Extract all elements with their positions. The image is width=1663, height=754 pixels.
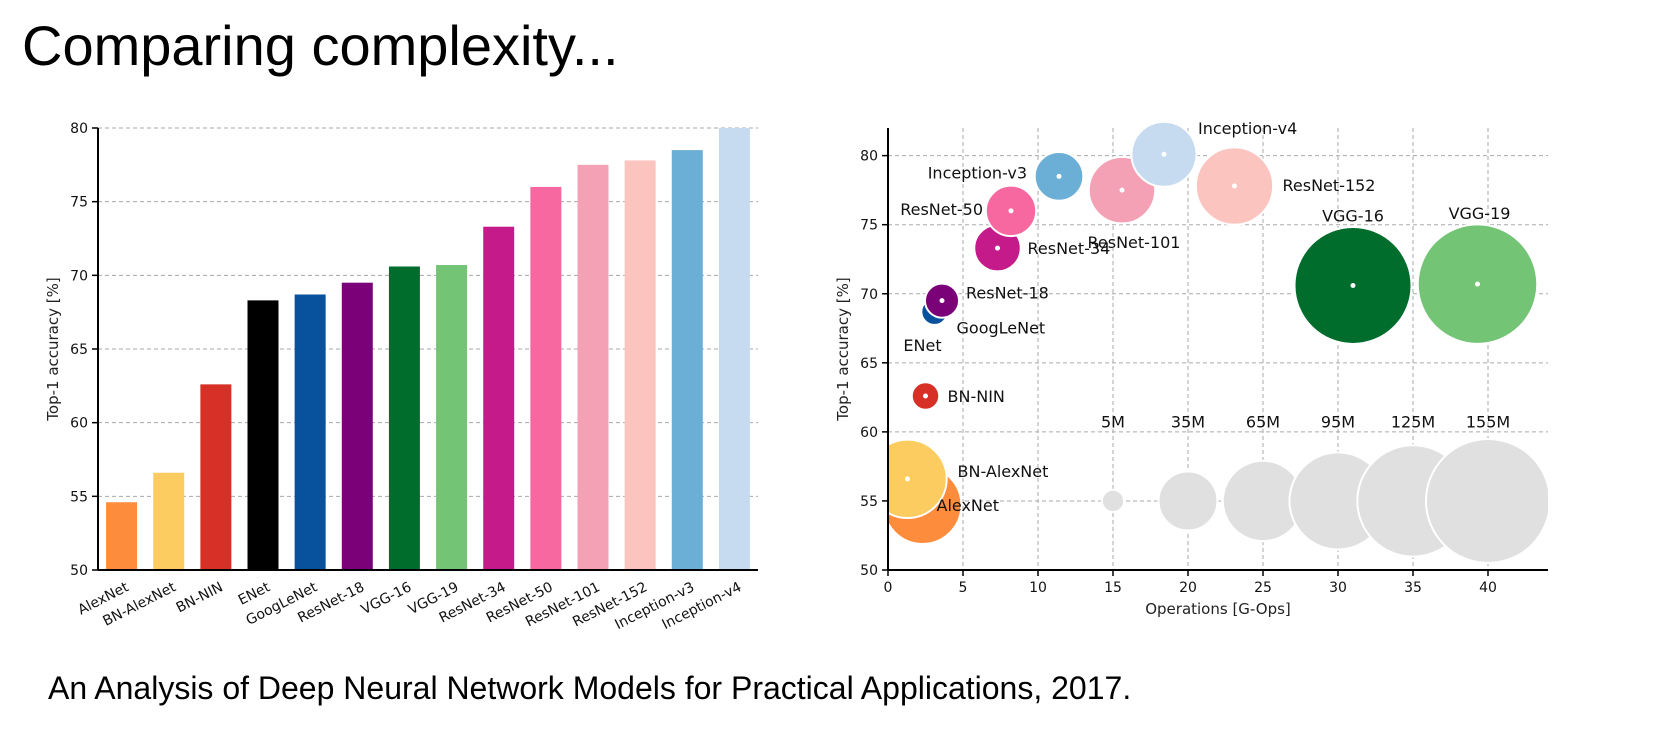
size-legend-label: 125M [1391,413,1435,432]
bar-resnet-101 [577,164,609,571]
bubble-center-dot [995,245,1000,251]
bubble-label: AlexNet [937,496,1000,515]
bar-y-axis-label: Top-1 accuracy [%] [44,277,62,421]
size-legend-label: 65M [1246,413,1280,432]
bubble-label: BN-AlexNet [958,462,1049,481]
bubble-y-tick-label: 50 [860,563,878,579]
bubble-y-axis-label: Top-1 accuracy [%] [834,277,852,421]
bubble-center-dot [1232,183,1237,189]
bubble-center-dot [1119,187,1125,193]
bubble-center-dot [1475,281,1480,287]
bubble-label: Inception-v3 [928,163,1027,182]
size-legend-bubble [1157,470,1219,532]
bar-y-tick-label: 75 [70,195,88,211]
bar-vgg-19 [436,265,468,570]
bubble-x-tick-label: 25 [1254,580,1272,596]
bubble-chart: 0 5 10 15 20 25 30 35 40 50 55 60 65 70 75 80 AlexNet BN-… [834,119,1548,618]
bar-y-tick-label: 60 [70,416,88,432]
bar-y-tick-label: 50 [70,563,88,579]
bubble-x-tick-label: 20 [1179,580,1197,596]
bubble-label: ResNet-101 [1088,233,1181,252]
bubble-label: GoogLeNet [957,319,1046,338]
bubble-center-dot [1056,173,1062,179]
bar-resnet-34 [483,226,515,571]
bubble-y-tick-label: 80 [860,149,878,165]
bubble-x-tick-label: 40 [1479,580,1497,596]
size-legend-label: 95M [1321,413,1355,432]
bubble-label: BN-NIN [948,387,1005,406]
bubble-x-tick-label: 10 [1029,580,1047,596]
bubble-label: ResNet-18 [966,284,1049,303]
bubble-x-tick-label: 30 [1329,580,1347,596]
bar-inception-v3 [671,150,703,570]
bubble-center-dot [939,298,945,304]
bar-resnet-50 [530,186,562,570]
bubble-bn-alexnet [888,438,948,520]
paper-citation: An Analysis of Deep Neural Network Model… [48,670,1132,706]
bubble-label: ENet [903,336,941,355]
bar-googlenet [294,294,326,570]
bubble-marks [888,120,1548,564]
bubble-center-dot [1350,282,1356,288]
bar-bn-alexnet [153,472,185,570]
bubble-y-tick-label: 60 [860,425,878,441]
bar-y-tick-label: 80 [70,121,88,137]
bar-inception-v4 [718,128,750,570]
bubble-y-tick-label: 55 [860,494,878,510]
bubble-label: ResNet-50 [900,200,983,219]
slide-title: Comparing complexity... [22,14,619,77]
bubble-y-tick-label: 70 [860,287,878,303]
size-legend-label: 35M [1171,413,1205,432]
bar-x-tick-label: BN-NIN [174,579,226,616]
bubble-x-axis-label: Operations [G-Ops] [1145,600,1291,618]
bar-alexnet [106,502,138,570]
bar-y-tick-label: 55 [70,489,88,505]
bar-resnet-152 [624,160,656,570]
bar-vgg-16 [388,266,420,570]
size-legend-bubble [1100,488,1126,514]
bar-y-tick-label: 65 [70,342,88,358]
bubble-label: ResNet-34 [1028,239,1111,258]
bubble-label: VGG-16 [1322,206,1384,225]
size-legend-bubble [1425,437,1548,564]
bubble-y-tick-label: 75 [860,218,878,234]
bubble-x-tick-label: 15 [1104,580,1122,596]
bubble-center-dot [908,314,913,320]
bubble-label: VGG-19 [1449,204,1511,223]
bar-x-tick-label: VGG-16 [359,579,415,618]
bubble-label: Inception-v4 [1198,119,1297,138]
bubble-x-tick-label: 5 [959,580,968,596]
bar-enet [247,300,279,570]
size-legend-label: 5M [1101,413,1125,432]
bubble-center-dot [923,393,928,399]
bubble-label: ResNet-152 [1283,176,1376,195]
bar-y-tick-label: 70 [70,268,88,284]
bubble-center-dot [905,476,910,482]
bar-bn-nin [200,384,232,570]
bubble-center-dot [1161,151,1167,157]
size-legend-label: 155M [1466,413,1510,432]
bar-resnet-18 [341,282,373,570]
bubble-x-tick-label: 0 [884,580,893,596]
bubble-x-tick-label: 35 [1404,580,1422,596]
bubble-center-dot [1008,208,1014,214]
bubble-y-tick-label: 65 [860,356,878,372]
